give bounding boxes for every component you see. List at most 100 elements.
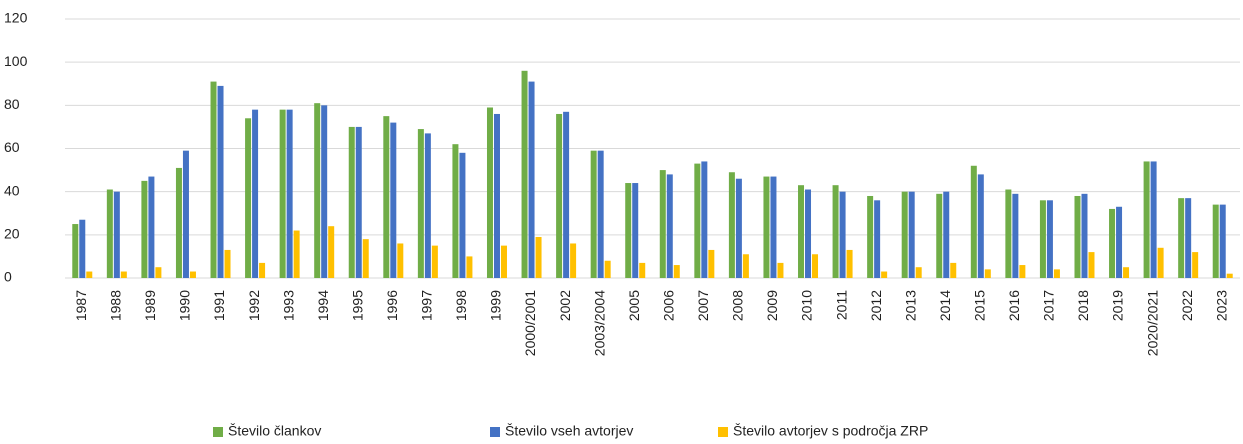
x-tick-label: 2002	[557, 290, 573, 321]
bar	[632, 183, 639, 278]
bar	[141, 180, 148, 278]
bar	[590, 150, 597, 278]
bar	[79, 219, 86, 278]
x-tick-label: 2023	[1213, 290, 1229, 321]
bar	[259, 262, 266, 278]
bar	[486, 107, 493, 278]
x-tick-label: 2009	[764, 290, 780, 321]
bar	[763, 176, 770, 278]
bar	[148, 176, 155, 278]
x-tick-label: 2005	[626, 290, 642, 321]
bar	[1039, 200, 1046, 278]
bar	[355, 126, 362, 279]
bar	[742, 254, 749, 278]
bar	[528, 81, 535, 278]
bar	[950, 262, 957, 278]
bar	[397, 243, 404, 278]
y-tick-label: 20	[4, 226, 20, 242]
bar	[659, 170, 666, 278]
bar	[1150, 161, 1157, 278]
bar	[943, 191, 950, 278]
bar	[666, 174, 673, 278]
bar	[984, 269, 991, 278]
bar	[362, 239, 369, 278]
bar	[1143, 161, 1150, 278]
bar	[189, 271, 196, 278]
bar	[113, 191, 120, 278]
y-tick-label: 60	[4, 139, 20, 155]
bar	[1219, 204, 1226, 278]
bar	[120, 271, 127, 278]
bar	[493, 113, 500, 278]
x-tick-label: 1988	[108, 290, 124, 321]
x-tick-label: 2018	[1075, 290, 1091, 321]
bar	[224, 249, 231, 278]
bar	[701, 161, 708, 278]
x-tick-label: 2006	[660, 290, 676, 321]
bar	[673, 265, 680, 278]
bar	[1088, 252, 1095, 278]
x-tick-label: 1989	[142, 290, 158, 321]
bar	[805, 189, 812, 278]
bar	[466, 256, 473, 278]
bar	[901, 191, 908, 278]
x-tick-label: 1994	[315, 290, 331, 321]
bar	[293, 230, 300, 278]
bar	[625, 183, 632, 278]
x-tick-label: 2017	[1041, 290, 1057, 321]
bar	[812, 254, 819, 278]
bar	[708, 249, 715, 278]
bar	[1123, 267, 1130, 278]
x-tick-label: 2016	[1006, 290, 1022, 321]
x-tick-label: 2007	[695, 290, 711, 321]
legend-swatch	[490, 427, 500, 437]
x-tick-label: 1987	[73, 290, 89, 321]
x-tick-label: 2010	[799, 290, 815, 321]
x-tick-label: 2011	[833, 290, 849, 320]
bar	[383, 116, 390, 278]
bar	[286, 109, 293, 279]
bar	[155, 267, 162, 278]
bar	[735, 178, 742, 278]
bar	[1178, 198, 1185, 278]
bar	[1185, 198, 1192, 278]
bar	[570, 243, 577, 278]
bar	[977, 174, 984, 278]
bar	[604, 260, 611, 278]
x-tick-label: 1997	[419, 290, 435, 321]
bar	[639, 262, 646, 278]
bar	[970, 165, 977, 278]
bar	[500, 245, 507, 278]
legend-swatch	[213, 427, 223, 437]
bar	[1012, 193, 1019, 278]
bar	[556, 113, 563, 278]
bar	[1109, 208, 1116, 278]
bar	[521, 70, 528, 278]
bar	[106, 189, 113, 278]
bar	[881, 271, 888, 278]
y-tick-label: 40	[4, 182, 20, 198]
bar	[1046, 200, 1053, 278]
bar	[314, 103, 321, 278]
bar	[839, 191, 846, 278]
bar	[728, 172, 735, 278]
bar	[535, 236, 542, 278]
bar	[182, 150, 189, 278]
bar	[1081, 193, 1088, 278]
bar	[908, 191, 915, 278]
bar	[348, 126, 355, 279]
bar	[72, 224, 79, 278]
y-tick-label: 80	[4, 96, 20, 112]
x-tick-label: 1992	[246, 290, 262, 321]
bar	[777, 262, 784, 278]
bar	[175, 167, 182, 278]
bar	[563, 111, 570, 278]
bar	[431, 245, 438, 278]
x-tick-label: 1995	[349, 290, 365, 321]
bar	[1226, 273, 1233, 278]
bar	[424, 133, 431, 278]
legend-label: Število avtorjev s področja ZRP	[733, 423, 928, 439]
y-tick-label: 0	[4, 269, 12, 285]
bar	[770, 176, 777, 278]
